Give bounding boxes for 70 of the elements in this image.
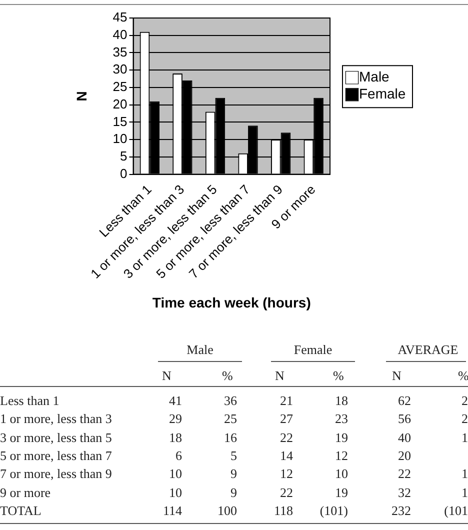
- y-tick-label: 5: [120, 148, 128, 164]
- text: 5: [230, 448, 237, 464]
- text: AVERAGE: [396, 342, 460, 358]
- text: 22: [280, 484, 293, 500]
- x-axis-title: Time each week (hours): [152, 294, 311, 310]
- text: 12: [280, 466, 293, 482]
- y-tick-label: 10: [112, 131, 128, 146]
- text: 40: [398, 430, 411, 446]
- y-tick-label: 40: [112, 26, 128, 42]
- text: 1: [462, 430, 468, 446]
- text: %: [333, 368, 344, 384]
- text: 2: [462, 393, 468, 409]
- y-tick-label: 15: [112, 114, 128, 129]
- text: 16: [224, 430, 237, 446]
- text: %: [222, 368, 233, 384]
- text: (101): [320, 502, 348, 519]
- category-label: 5 or more, less than 7: [0, 448, 112, 463]
- text: 14: [280, 448, 293, 464]
- text: 232: [392, 502, 411, 519]
- text: 6: [176, 448, 182, 464]
- category-label: 9 or more: [0, 484, 51, 500]
- text: 27: [280, 411, 293, 428]
- text: 10: [335, 466, 348, 482]
- category-label: Less than 1: [0, 393, 60, 408]
- text: 18: [335, 393, 348, 409]
- text: N: [275, 368, 284, 384]
- text: 23: [335, 411, 348, 428]
- y-tick-label: 20: [112, 96, 128, 112]
- text: 18: [169, 430, 182, 446]
- text: N: [392, 368, 402, 384]
- text: 62: [398, 393, 411, 409]
- y-axis-title: N: [73, 91, 90, 102]
- y-tick-label: 0: [120, 166, 128, 181]
- y-tick-label: 35: [112, 44, 128, 60]
- text: 114: [162, 502, 182, 519]
- y-tick-label: 25: [112, 79, 128, 94]
- y-tick-label: 30: [112, 62, 128, 77]
- legend-label: Female: [359, 85, 406, 102]
- text: N: [162, 368, 172, 384]
- text: 12: [335, 448, 348, 464]
- text: 1: [462, 484, 468, 500]
- y-tick-label: 45: [112, 10, 128, 25]
- text: 19: [335, 484, 348, 500]
- text: 25: [224, 411, 237, 428]
- text: 22: [398, 466, 411, 482]
- text: 9: [230, 484, 237, 500]
- text: Male: [186, 342, 214, 358]
- text: 21: [280, 393, 293, 409]
- category-label: 3 or more, less than 5: [0, 430, 112, 445]
- text: 20: [398, 448, 411, 464]
- text: 2: [462, 411, 468, 428]
- text: 41: [169, 393, 182, 409]
- text: 10: [169, 466, 182, 482]
- legend-label: Male: [359, 68, 390, 84]
- text: 100: [218, 502, 237, 519]
- text: 32: [398, 484, 411, 500]
- text: 9: [230, 466, 237, 482]
- text: Female: [292, 342, 334, 358]
- text: 1: [462, 466, 468, 482]
- text: 29: [169, 411, 182, 428]
- text: (101: [444, 502, 468, 519]
- category-label: 7 or more, less than 9: [0, 466, 112, 482]
- text: 22: [280, 430, 293, 446]
- text: 36: [224, 393, 237, 409]
- text: 10: [169, 484, 182, 500]
- text: 19: [335, 430, 348, 446]
- text: 118: [274, 502, 293, 519]
- text: 56: [398, 411, 411, 428]
- category-label: 1 or more, less than 3: [0, 411, 112, 426]
- text: TOTAL: [0, 502, 42, 519]
